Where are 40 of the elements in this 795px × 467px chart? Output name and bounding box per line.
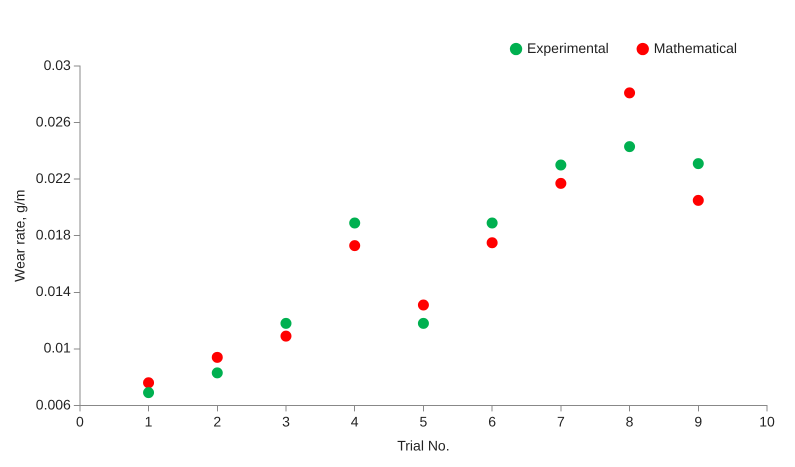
point: [212, 367, 223, 378]
y-tick-label: 0.026: [36, 113, 72, 130]
y-tick-label: 0.006: [36, 396, 72, 412]
y-tick-label: 0.022: [36, 170, 72, 186]
x-tick-label: 10: [759, 414, 775, 430]
y-tick-label: 0.03: [44, 56, 72, 73]
legend-label: Experimental: [527, 40, 609, 56]
x-tick-label: 3: [282, 414, 290, 430]
x-tick-label: 2: [213, 414, 222, 430]
y-axis-title: Wear rate, g/m: [11, 190, 28, 282]
point: [143, 387, 154, 398]
y-tick-label: 0.014: [36, 283, 72, 300]
x-tick-label: 4: [350, 414, 359, 430]
x-tick-label: 1: [144, 414, 153, 430]
point: [349, 217, 360, 228]
point: [692, 194, 704, 206]
x-tick-label: 9: [694, 414, 702, 430]
y-tick-label: 0.01: [44, 340, 72, 356]
point: [486, 237, 498, 248]
x-tick-label: 6: [488, 414, 496, 430]
point: [555, 159, 566, 170]
point: [624, 141, 636, 152]
x-tick-label: 7: [556, 414, 565, 430]
x-tick-label: 5: [420, 414, 428, 430]
point: [418, 318, 429, 329]
point: [624, 87, 636, 98]
point: [212, 352, 223, 363]
point: [418, 299, 429, 310]
point: [280, 330, 292, 342]
x-tick-label: 0: [76, 414, 84, 430]
x-tick-label: 8: [626, 414, 634, 430]
point: [555, 178, 566, 189]
point: [349, 240, 360, 252]
point: [143, 377, 154, 388]
x-axis-title: Trial No.: [397, 437, 450, 454]
point: [486, 217, 498, 228]
point: [280, 318, 292, 329]
y-tick-label: 0.018: [36, 226, 72, 243]
legend-label: Mathematical: [654, 40, 738, 56]
point: [692, 158, 704, 170]
